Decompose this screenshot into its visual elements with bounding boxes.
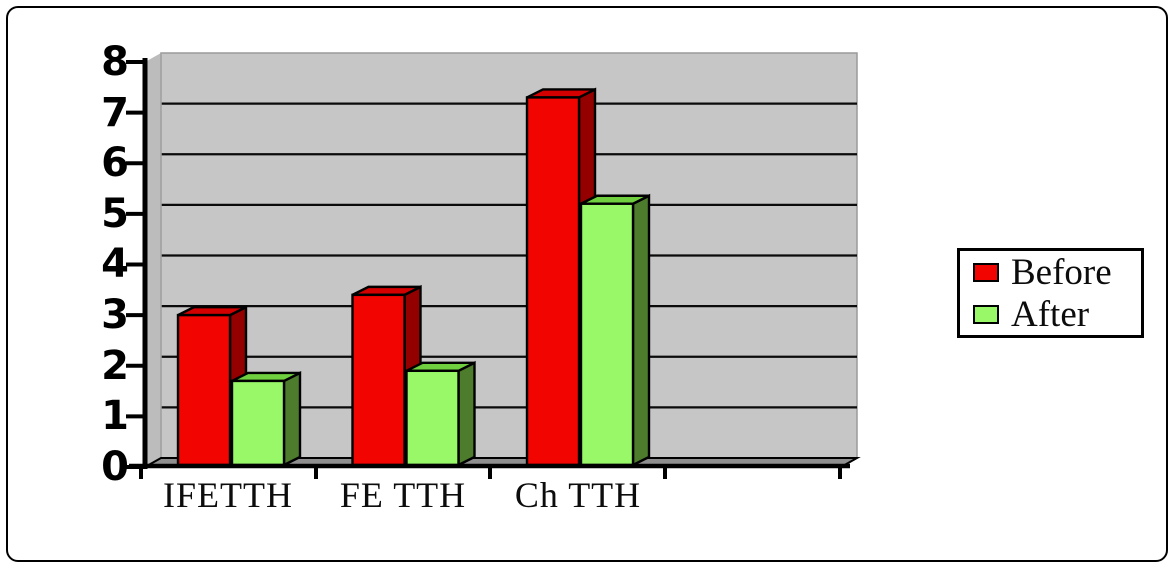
y-tick-label-1: 1: [101, 393, 129, 439]
y-tick-label-7: 7: [101, 90, 129, 136]
bar-before-1: [351, 293, 406, 467]
bar-side-after-0: [282, 370, 302, 467]
bar-before-2: [525, 96, 581, 467]
legend-label-before: Before: [1011, 251, 1112, 293]
legend-item-after: After: [973, 296, 1141, 333]
y-tick-label-4: 4: [101, 241, 129, 287]
y-tick-label-6: 6: [101, 140, 129, 186]
legend-item-before: Before: [973, 254, 1141, 291]
legend-swatch-before-icon: [973, 262, 999, 282]
legend-swatch-after-icon: [973, 304, 999, 324]
y-tick-label-0: 0: [101, 444, 129, 490]
bar-after-1: [405, 369, 460, 467]
x-category-label-2: Ch TTH: [514, 475, 642, 515]
chart-legend: Before After: [957, 248, 1144, 338]
chart-wall-side: [145, 53, 161, 467]
y-tick-label-3: 3: [101, 292, 129, 338]
y-tick-label-2: 2: [101, 343, 129, 389]
y-tick-label-5: 5: [101, 191, 129, 237]
bar-after-0: [230, 379, 286, 467]
x-category-label-1: FE TTH: [339, 475, 467, 515]
bar-side-after-2: [631, 193, 651, 467]
y-tick-label-8: 8: [101, 39, 129, 85]
x-category-label-0: IFETTH: [163, 475, 293, 515]
bar-side-after-1: [457, 360, 476, 467]
bar-before-0: [176, 313, 232, 467]
legend-label-after: After: [1011, 293, 1090, 335]
bar-after-2: [579, 202, 635, 467]
